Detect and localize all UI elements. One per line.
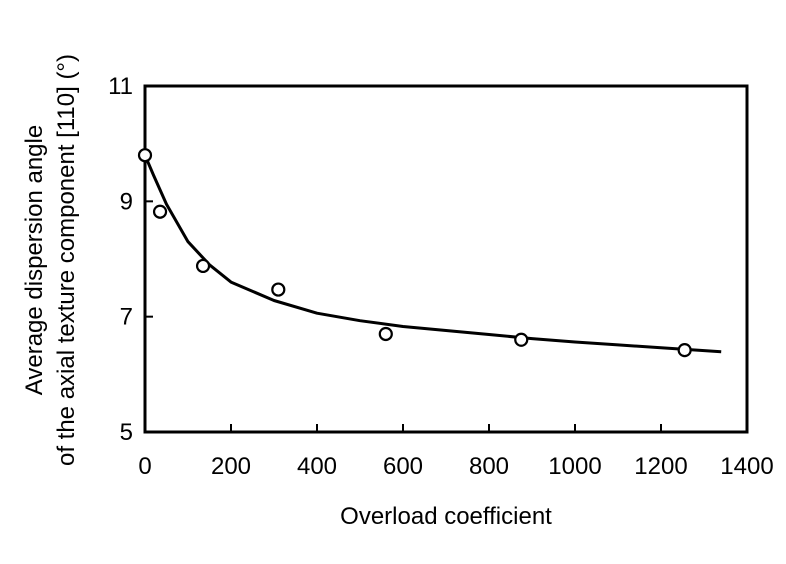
x-tick-label: 1000 (548, 453, 601, 480)
plot-frame (143, 84, 749, 434)
x-tick-label: 0 (138, 453, 151, 480)
x-tick-label: 1400 (720, 453, 773, 480)
tick-labels: 0 200 400 600 800 1000 1200 1400 5 7 9 11 (108, 73, 774, 480)
data-point (195, 258, 211, 274)
ticks (144, 85, 748, 433)
fit-layer (143, 154, 722, 354)
data-point (514, 332, 529, 347)
x-axis-label: Overload coefficient (340, 503, 552, 530)
y-tick-label: 11 (108, 73, 133, 100)
y-axis-label-line2: of the axial texture component [110] (°) (53, 54, 80, 466)
y-tick-label: 7 (120, 304, 133, 331)
y-tick-label: 5 (120, 419, 133, 446)
data-point (152, 204, 168, 219)
x-tick-label: 800 (469, 453, 509, 480)
data-point (137, 148, 153, 163)
data-point (271, 282, 286, 297)
data-point (677, 343, 692, 358)
plot-area (143, 84, 749, 434)
y-axis-label-line1: Average dispersion angle (21, 125, 48, 395)
x-tick-label: 200 (211, 453, 251, 480)
x-tick-label: 600 (383, 453, 423, 480)
points-layer (137, 148, 692, 358)
data-point (378, 326, 393, 342)
y-tick-label: 9 (120, 188, 133, 215)
x-tick-label: 1200 (634, 453, 687, 480)
x-tick-label: 400 (297, 453, 337, 480)
fit-curve (143, 154, 722, 354)
